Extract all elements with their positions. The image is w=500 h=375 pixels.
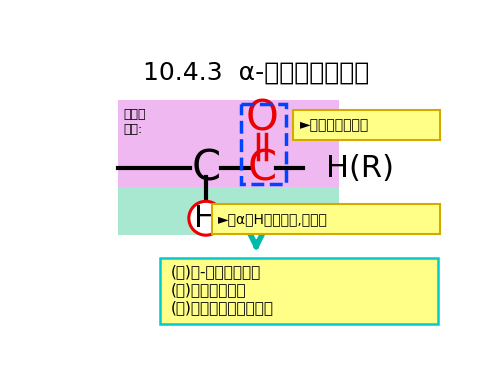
Text: 10.4.3  α-氢原子的活波性: 10.4.3 α-氢原子的活波性 [143,60,370,84]
FancyBboxPatch shape [160,258,438,324]
Text: 醉基的
作用:: 醉基的 作用: [123,108,146,136]
FancyBboxPatch shape [118,100,339,235]
Text: (丙)卤化反应和卤仿反应: (丙)卤化反应和卤仿反应 [171,300,274,315]
FancyBboxPatch shape [294,110,440,141]
Text: (乙)缩醛缩合反应: (乙)缩醛缩合反应 [171,282,246,297]
FancyBboxPatch shape [212,204,440,234]
Text: H: H [194,204,218,233]
Text: H(R): H(R) [326,154,394,183]
FancyBboxPatch shape [118,188,339,235]
Text: C: C [192,147,220,189]
Text: (甲)酮-烯醉互变异构: (甲)酮-烯醉互变异构 [171,265,261,280]
Circle shape [189,201,223,235]
Text: C: C [248,147,277,189]
Text: ►亲核加成的场所: ►亲核加成的场所 [300,118,369,132]
Text: O: O [246,97,279,139]
Text: ►使α－H酸性增加,更活波: ►使α－H酸性增加,更活波 [218,212,328,226]
